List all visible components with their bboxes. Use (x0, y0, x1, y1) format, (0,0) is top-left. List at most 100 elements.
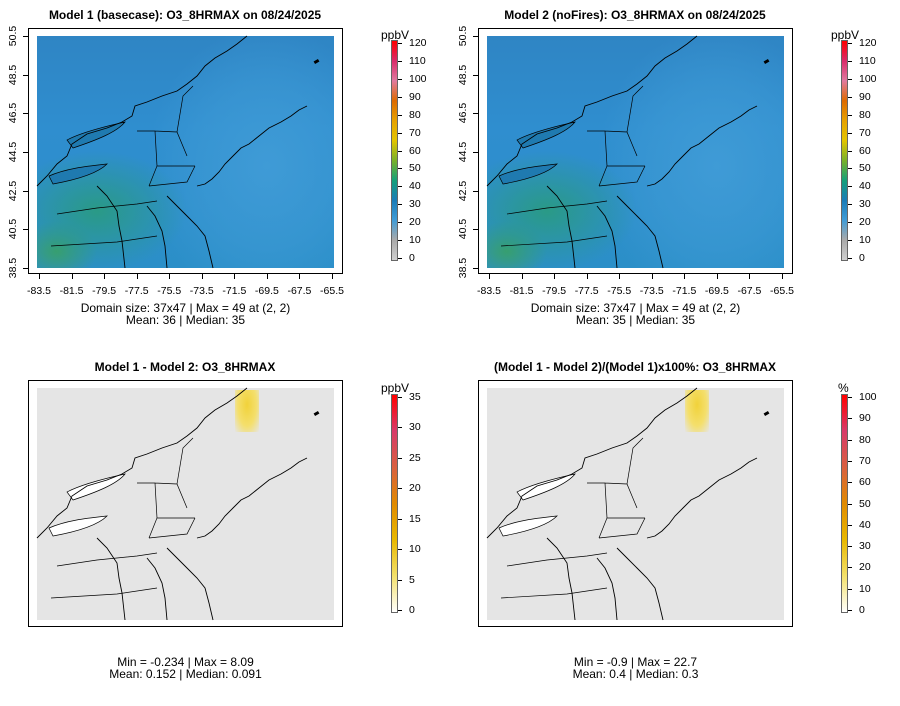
colorbar-tick-mark (398, 397, 402, 398)
colorbar-tick-label: 70 (409, 126, 421, 139)
x-tick-mark (586, 274, 588, 279)
x-tick-label: -71.5 (222, 285, 247, 297)
great-lakes (48, 473, 126, 537)
colorbar-tick-label: 30 (409, 198, 421, 211)
colorbar-tick-label: 50 (859, 162, 871, 175)
coastline (486, 387, 758, 621)
colorbar-tick-label: 100 (409, 72, 427, 85)
y-tick-label: 40.5 (7, 219, 19, 240)
colorbar-tick-label: 20 (859, 561, 871, 574)
colorbar (841, 394, 848, 613)
colorbar-tick-label: 110 (409, 54, 426, 67)
colorbar-tick-label: 80 (859, 433, 871, 446)
colorbar-tick-label: 120 (409, 37, 427, 49)
y-tick-label: 38.5 (457, 257, 469, 279)
x-tick-label: -77.5 (124, 285, 149, 297)
state-borders (50, 437, 196, 599)
high-difference-area (235, 390, 259, 432)
x-tick-mark (266, 274, 268, 279)
x-tick-mark (332, 274, 333, 279)
y-tick-mark (23, 190, 28, 192)
x-tick-mark (684, 274, 686, 279)
x-tick-mark (619, 274, 621, 279)
great-lakes (48, 121, 126, 185)
colorbar-tick-mark (398, 427, 402, 429)
x-tick-label: -79.5 (92, 285, 117, 297)
colorbar-tick-mark (848, 546, 852, 548)
colorbar-tick-mark (848, 186, 852, 188)
stats-line-1: Domain size: 37x47 | Max = 49 at (2, 2) (80, 301, 291, 315)
panel-title: Model 2 (noFires): O3_8HRMAX on 08/24/20… (504, 8, 766, 22)
colorbar-tick-label: 30 (859, 540, 871, 553)
x-tick-mark (651, 274, 653, 279)
x-tick-mark (104, 274, 106, 279)
colorbar-tick-label: 0 (409, 252, 415, 264)
colorbar (391, 394, 398, 613)
colorbar-tick-mark (398, 96, 402, 98)
colorbar-tick-mark (848, 503, 852, 505)
colorbar-tick-mark (848, 240, 852, 242)
x-tick-label: -67.5 (737, 285, 762, 297)
y-tick-label: 50.5 (457, 25, 469, 47)
y-tick-label: 38.5 (7, 257, 19, 279)
colorbar-tick-mark (398, 222, 402, 224)
colorbar-tick-label: 0 (859, 604, 865, 616)
y-tick-mark (473, 74, 478, 76)
colorbar-tick-mark (848, 132, 852, 134)
panel-title: (Model 1 - Model 2)/(Model 1)x100%: O3_8… (493, 360, 777, 374)
map-outline (36, 35, 308, 269)
colorbar-tick-label: 120 (859, 37, 877, 49)
colorbar-unit: ppbV (381, 381, 410, 395)
x-tick-mark (201, 274, 203, 279)
x-tick-mark (39, 274, 40, 279)
x-tick-mark (489, 274, 490, 279)
colorbar-tick-label: 20 (409, 216, 421, 229)
great-lakes (498, 473, 576, 537)
colorbar-tick-mark (398, 549, 402, 551)
panel-title: Model 1 - Model 2: O3_8HRMAX (94, 360, 276, 374)
colorbar-tick-label: 10 (409, 234, 421, 247)
colorbar-tick-label: 35 (409, 391, 421, 403)
colorbar-tick-mark (848, 43, 852, 44)
colorbar-tick-label: 20 (409, 482, 421, 495)
colorbar-tick-label: 80 (859, 108, 871, 121)
colorbar-tick-label: 90 (409, 90, 421, 103)
x-tick-label: -73.5 (189, 285, 214, 297)
x-tick-label: -65.5 (320, 285, 344, 297)
colorbar-tick-label: 110 (859, 54, 876, 67)
colorbar-tick-label: 50 (409, 162, 421, 175)
colorbar-tick-label: 70 (859, 454, 871, 467)
colorbar-tick-mark (848, 114, 852, 116)
colorbar-tick-label: 70 (859, 126, 871, 139)
y-tick-mark (473, 190, 478, 192)
colorbar-tick-mark (398, 150, 402, 152)
y-tick-label: 46.5 (457, 103, 469, 124)
stats-line-2: Mean: 36 | Median: 35 (125, 313, 246, 327)
great-lakes (498, 121, 576, 185)
colorbar-tick-mark (398, 60, 402, 62)
y-tick-mark (23, 152, 28, 153)
stats-line-2: Mean: 0.4 | Median: 0.3 (572, 667, 699, 681)
y-tick-label: 48.5 (7, 64, 19, 85)
colorbar-tick-label: 50 (859, 497, 871, 510)
x-tick-label: -67.5 (287, 285, 312, 297)
colorbar-tick-mark (848, 482, 852, 484)
x-tick-mark (521, 274, 523, 279)
colorbar-tick-mark (848, 418, 852, 420)
colorbar-tick-mark (848, 397, 852, 398)
y-tick-label: 42.5 (457, 180, 469, 201)
map-outline (486, 35, 758, 269)
x-tick-label: -81.5 (59, 285, 84, 297)
colorbar-tick-mark (848, 460, 852, 462)
stats-line-2: Mean: 0.152 | Median: 0.091 (109, 667, 262, 681)
colorbar-tick-label: 0 (409, 604, 415, 616)
colorbar-tick-mark (398, 132, 402, 134)
colorbar-tick-label: 30 (859, 198, 871, 211)
colorbar-unit: % (838, 381, 849, 395)
stats-line-1: Min = -0.234 | Max = 8.09 (117, 655, 254, 669)
colorbar-tick-mark (398, 240, 402, 242)
y-tick-label: 46.5 (7, 103, 19, 124)
x-tick-label: -75.5 (157, 285, 182, 297)
x-tick-label: -69.5 (254, 285, 279, 297)
y-tick-mark (473, 229, 478, 231)
